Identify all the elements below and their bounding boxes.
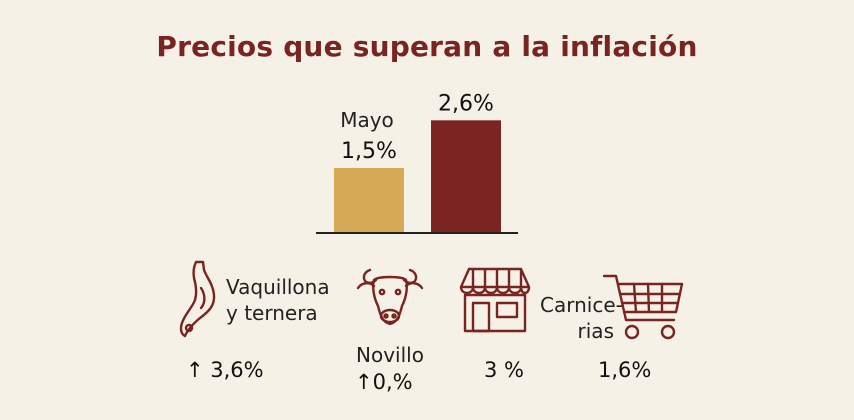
bar-chart: 1,5% 2,6% Mayo (316, 91, 518, 234)
item-value-store: 3 % (484, 358, 524, 382)
item-label-novillo: Novillo (356, 343, 424, 367)
category-label-mayo: Mayo (340, 108, 394, 132)
bar-1 (334, 168, 404, 233)
meat-cut-icon (176, 258, 220, 342)
shopping-cart-icon (602, 272, 686, 346)
item-value-vaquillona: ↑ 3,6% (186, 358, 264, 382)
item-value-novillo: ↑0,% (355, 370, 413, 394)
bar-value-label-1: 1,5% (341, 139, 397, 164)
bar-value-label-2: 2,6% (438, 91, 494, 116)
chart-title: Precios que superan a la inflación (156, 30, 698, 63)
item-label-carnicerias: Carnice- rias (540, 293, 623, 343)
bar-2 (431, 120, 501, 233)
store-icon (459, 265, 531, 335)
item-label-vaquillona: Vaquillona y ternera (226, 275, 330, 325)
cow-head-icon (354, 262, 426, 332)
item-value-carnicerias: 1,6% (598, 358, 652, 382)
